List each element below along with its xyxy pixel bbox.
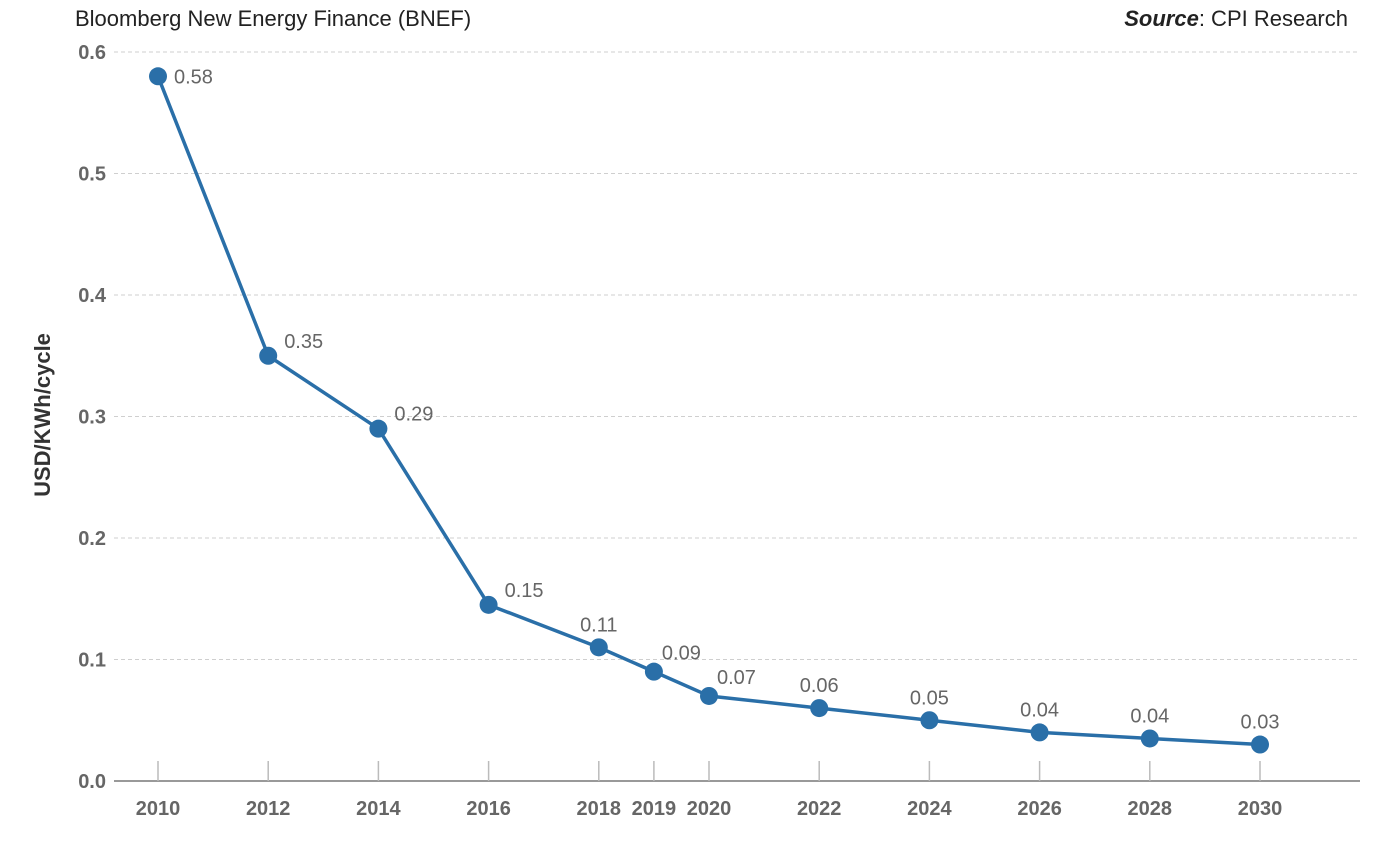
data-point [1030,723,1049,742]
data-label: 0.03 [1241,712,1280,734]
data-point [644,662,663,681]
x-tick-label: 2028 [1128,798,1173,820]
data-point [700,686,718,705]
data-label: 0.04 [1130,705,1169,727]
x-tick-label: 2020 [687,798,732,820]
y-tick-label: 0.1 [78,650,106,672]
data-label: 0.15 [505,580,544,602]
y-tick-label: 0.3 [78,407,106,429]
x-tick-label: 2016 [466,798,511,820]
data-point [479,595,498,614]
data-point [259,346,278,365]
data-label: 0.07 [717,667,756,689]
x-tick-label: 2012 [246,798,291,820]
y-tick-label: 0.4 [78,285,107,307]
chart-caption-left: Bloomberg New Energy Finance (BNEF) [75,6,472,31]
x-tick-label: 2022 [797,798,842,820]
data-point [1251,735,1269,754]
data-point [920,711,939,730]
y-tick-label: 0.5 [78,164,106,186]
source-label: Source [1124,6,1199,31]
data-point [810,699,829,718]
data-point [369,419,388,438]
data-point [149,67,167,86]
series-group: 0.58 0.35 0.29 0.15 0.11 0.09 0.07 0.06 0.05 0.04… [149,66,1280,754]
data-label: 0.58 [174,66,213,88]
data-label: 0.29 [394,404,433,426]
grid-lines [114,51,1360,660]
x-tick-label: 2024 [907,798,952,820]
source-value: : CPI Research [1198,6,1348,31]
data-point [1140,729,1159,748]
x-tick-label: 2026 [1017,798,1062,820]
x-tick-label: 2010 [136,798,181,820]
data-label: 0.35 [284,331,323,353]
data-point [589,638,608,657]
x-tick-label: 2019 [632,798,677,820]
data-label: 0.05 [910,687,949,709]
x-tick-label: 2014 [356,798,401,820]
series-line [156,75,1261,747]
y-axis-ticks: 0.0 0.1 0.2 0.3 0.4 0.5 0.6 [78,42,107,793]
data-label: 0.06 [800,675,839,697]
x-tick-label: 2018 [577,798,622,820]
x-tick-label: 2030 [1238,798,1283,820]
data-label: 0.09 [662,643,701,665]
data-label: 0.11 [580,614,617,636]
x-axis: 2010 2012 2014 2016 2018 2019 2020 2022 2024 2026… [114,761,1360,820]
y-tick-label: 0.2 [78,528,106,550]
data-label: 0.04 [1020,699,1059,721]
y-tick-label: 0.6 [78,42,106,64]
y-axis-label: USD/KWh/cycle [30,333,55,497]
y-tick-label: 0.0 [78,771,106,793]
chart-source: Source: CPI Research [1124,6,1348,32]
